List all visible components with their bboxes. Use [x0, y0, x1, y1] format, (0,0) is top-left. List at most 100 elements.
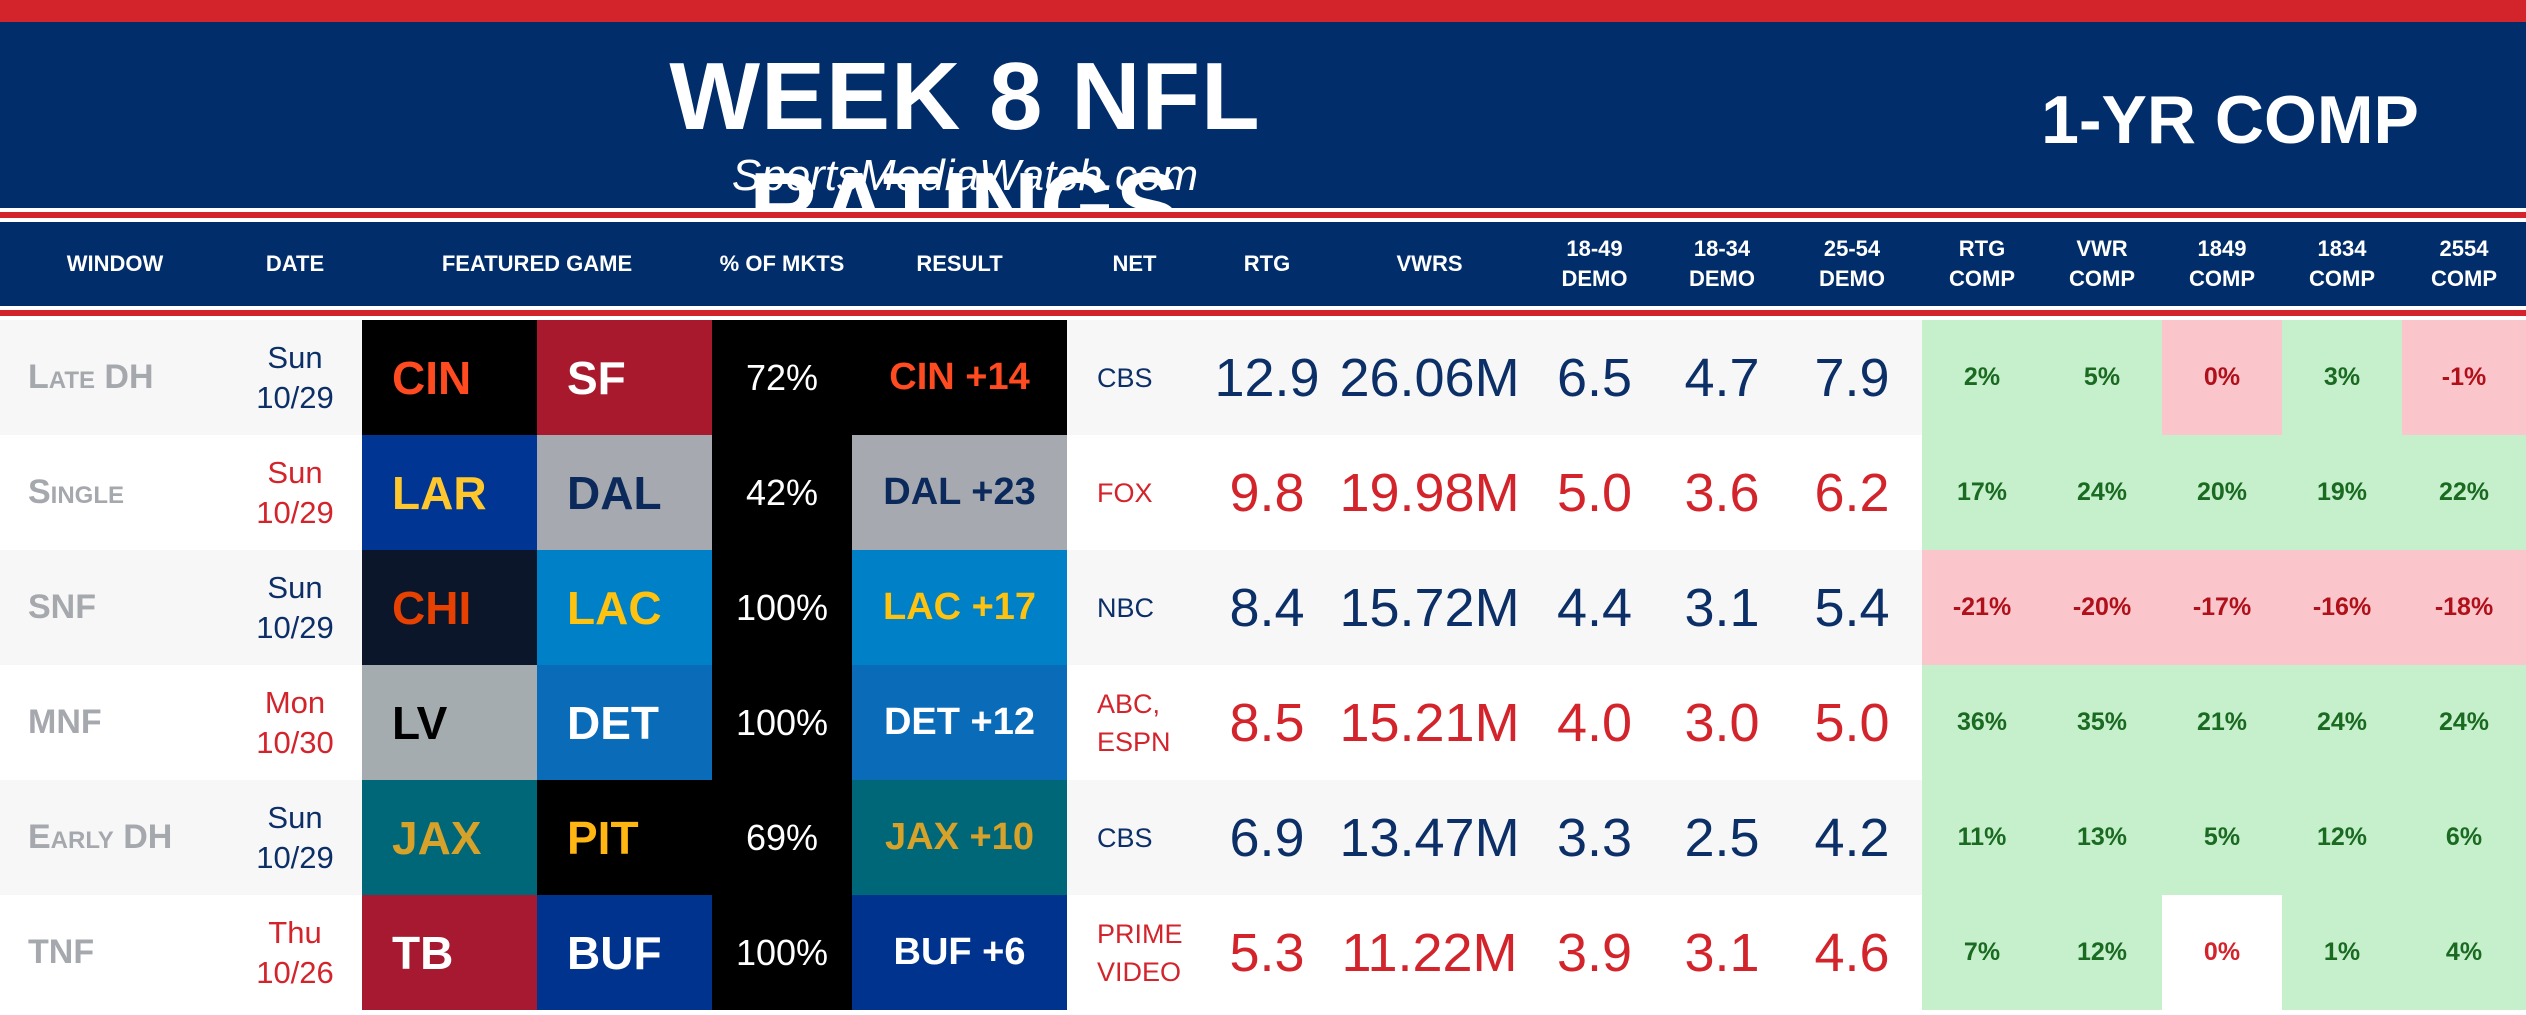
vwr-comp-value: -20% [2042, 550, 2162, 665]
vwr-comp-value: 13% [2042, 780, 2162, 895]
rating-value: 8.4 [1229, 577, 1305, 638]
1849-comp-value: 21% [2162, 665, 2282, 780]
rating-value: 5.3 [1229, 922, 1305, 983]
demo-2554-value: 5.4 [1814, 577, 1890, 638]
game-date: Sun 10/29 [256, 799, 334, 875]
1834-comp-value: -16% [2282, 550, 2402, 665]
network: CBS [1097, 822, 1153, 853]
column-header-1849-comp: 1849 COMP [2189, 236, 2255, 291]
game-date: Mon 10/30 [256, 684, 334, 760]
vwr-comp-value: 24% [2042, 435, 2162, 550]
column-header-featured-game: FEATURED GAME [441, 251, 633, 276]
demo-1849-value: 4.4 [1556, 577, 1633, 638]
table-row: SNF Sun 10/29 CHI LAC 100% LAC +17 NBC 8.4 15.72… [0, 550, 2526, 665]
2554-comp-value: 6% [2402, 780, 2526, 895]
away-team: TB [362, 895, 537, 1010]
home-team: LAC [537, 550, 712, 665]
network: CBS [1097, 362, 1153, 393]
rating-value: 8.5 [1229, 692, 1305, 753]
column-header-net: NET [1112, 251, 1157, 276]
2554-comp-value: -1% [2402, 320, 2526, 435]
demo-1849-value: 5.0 [1556, 462, 1633, 523]
column-header-rtg: RTG [1243, 251, 1291, 276]
viewers-value: 19.98M [1339, 462, 1520, 523]
table-row: MNF Mon 10/30 LV DET 100% DET +12 ABC, ESPN 8.5… [0, 665, 2526, 780]
network: ABC, ESPN [1097, 688, 1171, 757]
column-header-result: RESULT [916, 251, 1003, 276]
rtg-comp-value: 7% [1922, 895, 2042, 1010]
column-header-demo-1834: 18-34 DEMO [1689, 236, 1755, 291]
network: PRIME VIDEO [1097, 918, 1183, 987]
market-coverage: 72% [712, 320, 852, 435]
viewers-value: 26.06M [1339, 347, 1520, 408]
game-result: CIN +14 [852, 320, 1067, 435]
rating-value: 12.9 [1214, 347, 1320, 408]
market-coverage: 42% [712, 435, 852, 550]
window-label: SNF [28, 588, 96, 626]
market-coverage: 100% [712, 665, 852, 780]
demo-1849-value: 3.9 [1556, 922, 1633, 983]
column-header-2554-comp: 2554 COMP [2431, 236, 2497, 291]
column-header-markets: % OF MKTS [719, 251, 845, 276]
demo-1849-value: 3.3 [1556, 807, 1633, 868]
1834-comp-value: 3% [2282, 320, 2402, 435]
demo-1834-value: 2.5 [1684, 807, 1760, 868]
column-header-1834-comp: 1834 COMP [2309, 236, 2375, 291]
window-label: Late DH [28, 358, 154, 396]
home-team: DET [537, 665, 712, 780]
demo-1849-value: 6.5 [1556, 347, 1633, 408]
1849-comp-value: 0% [2162, 320, 2282, 435]
window-label: Early DH [28, 818, 173, 856]
divider [0, 306, 2526, 310]
2554-comp-value: 24% [2402, 665, 2526, 780]
column-header-demo-2554: 25-54 DEMO [1819, 236, 1885, 291]
demo-2554-value: 5.0 [1814, 692, 1890, 753]
rtg-comp-value: 11% [1922, 780, 2042, 895]
game-result: JAX +10 [852, 780, 1067, 895]
demo-2554-value: 4.6 [1814, 922, 1890, 983]
home-team: PIT [537, 780, 712, 895]
demo-1834-value: 4.7 [1684, 347, 1760, 408]
rtg-comp-value: -21% [1922, 550, 2042, 665]
network: NBC [1097, 592, 1155, 623]
site-credit: SportsMediaWatch.com [731, 151, 1199, 200]
column-header-vwrs: VWRS [1396, 251, 1463, 276]
demo-1834-value: 3.6 [1684, 462, 1760, 523]
column-header-date: DATE [265, 251, 325, 276]
1834-comp-value: 19% [2282, 435, 2402, 550]
home-team: SF [537, 320, 712, 435]
viewers-value: 13.47M [1339, 807, 1520, 868]
window-label: MNF [28, 703, 102, 741]
comparison-title: 1-YR COMP [2041, 82, 2419, 158]
1834-comp-value: 12% [2282, 780, 2402, 895]
network: FOX [1097, 477, 1153, 508]
1849-comp-value: -17% [2162, 550, 2282, 665]
2554-comp-value: 22% [2402, 435, 2526, 550]
table-row: Late DH Sun 10/29 CIN SF 72% CIN +14 CBS 12.9 26… [0, 320, 2526, 435]
column-header-rtg-comp: RTG COMP [1949, 236, 2015, 291]
demo-1834-value: 3.1 [1684, 577, 1760, 638]
game-date: Thu 10/26 [256, 914, 334, 990]
game-result: DET +12 [852, 665, 1067, 780]
market-coverage: 100% [712, 895, 852, 1010]
viewers-value: 11.22M [1341, 922, 1518, 983]
game-result: DAL +23 [852, 435, 1067, 550]
1834-comp-value: 1% [2282, 895, 2402, 1010]
rating-value: 6.9 [1229, 807, 1305, 868]
table-row: Early DH Sun 10/29 JAX PIT 69% JAX +10 CBS 6.9 1… [0, 780, 2526, 895]
away-team: CIN [362, 320, 537, 435]
vwr-comp-value: 5% [2042, 320, 2162, 435]
column-header-bar: WINDOW DATE FEATURED GAME % OF MKTS RESU… [0, 222, 2526, 306]
rtg-comp-value: 36% [1922, 665, 2042, 780]
demo-2554-value: 6.2 [1814, 462, 1890, 523]
viewers-value: 15.21M [1339, 692, 1520, 753]
demo-1834-value: 3.1 [1684, 922, 1760, 983]
vwr-comp-value: 12% [2042, 895, 2162, 1010]
table-row: Single Sun 10/29 LAR DAL 42% DAL +23 FOX 9.8 19.… [0, 435, 2526, 550]
home-team: BUF [537, 895, 712, 1010]
game-date: Sun 10/29 [256, 569, 334, 645]
vwr-comp-value: 35% [2042, 665, 2162, 780]
divider [0, 218, 2526, 222]
rtg-comp-value: 2% [1922, 320, 2042, 435]
game-result: LAC +17 [852, 550, 1067, 665]
